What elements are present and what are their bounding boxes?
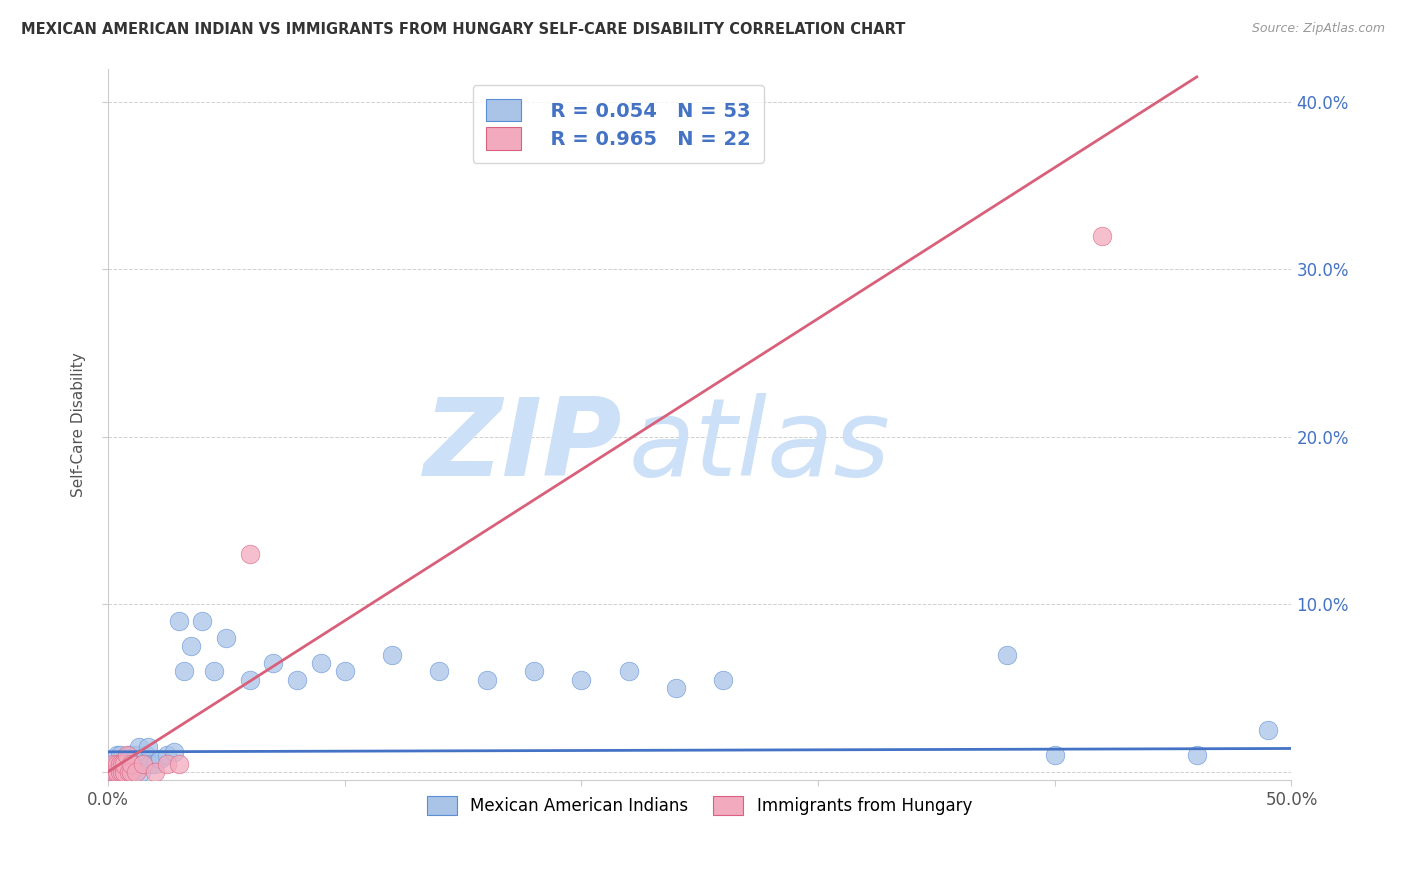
Point xyxy=(101,764,124,779)
Point xyxy=(263,656,285,670)
Text: atlas: atlas xyxy=(628,393,890,499)
Point xyxy=(285,673,308,687)
Point xyxy=(111,756,134,771)
Point xyxy=(111,764,134,779)
Point xyxy=(167,756,190,771)
Point xyxy=(995,648,1018,662)
Point xyxy=(143,764,166,779)
Point xyxy=(427,665,450,679)
Point xyxy=(108,756,131,771)
Point xyxy=(112,764,135,779)
Point xyxy=(120,764,142,779)
Point xyxy=(180,640,202,654)
Point xyxy=(112,756,135,771)
Point xyxy=(115,756,138,771)
Point xyxy=(112,756,135,771)
Point xyxy=(173,665,195,679)
Point xyxy=(111,764,134,779)
Point xyxy=(122,764,145,779)
Point xyxy=(202,665,225,679)
Point xyxy=(118,764,141,779)
Point xyxy=(191,614,214,628)
Point xyxy=(1043,748,1066,763)
Point xyxy=(333,665,356,679)
Point xyxy=(665,681,688,696)
Point xyxy=(105,764,128,779)
Point xyxy=(1185,748,1208,763)
Point xyxy=(128,739,150,754)
Point xyxy=(711,673,734,687)
Point xyxy=(132,756,155,771)
Point xyxy=(115,764,138,779)
Point xyxy=(156,748,179,763)
Point xyxy=(129,764,152,779)
Point xyxy=(108,764,131,779)
Point xyxy=(104,764,127,779)
Point xyxy=(149,751,172,765)
Point xyxy=(569,673,592,687)
Point xyxy=(108,756,131,771)
Point xyxy=(108,748,131,763)
Legend: Mexican American Indians, Immigrants from Hungary: Mexican American Indians, Immigrants fro… xyxy=(418,786,983,825)
Point xyxy=(105,764,128,779)
Point xyxy=(112,764,135,779)
Point xyxy=(120,756,142,771)
Point xyxy=(1091,229,1114,244)
Point xyxy=(381,648,404,662)
Point xyxy=(104,756,127,771)
Point xyxy=(163,745,186,759)
Point xyxy=(101,756,124,771)
Point xyxy=(239,673,262,687)
Point xyxy=(118,764,141,779)
Point xyxy=(135,748,157,763)
Point xyxy=(115,748,138,763)
Point xyxy=(239,547,262,561)
Point xyxy=(475,673,498,687)
Y-axis label: Self-Care Disability: Self-Care Disability xyxy=(72,352,86,497)
Point xyxy=(125,764,148,779)
Point xyxy=(309,656,332,670)
Text: ZIP: ZIP xyxy=(425,392,623,499)
Point xyxy=(118,748,141,763)
Point xyxy=(136,739,159,754)
Point xyxy=(1257,723,1279,737)
Text: MEXICAN AMERICAN INDIAN VS IMMIGRANTS FROM HUNGARY SELF-CARE DISABILITY CORRELAT: MEXICAN AMERICAN INDIAN VS IMMIGRANTS FR… xyxy=(21,22,905,37)
Point xyxy=(125,756,148,771)
Point xyxy=(139,756,162,771)
Point xyxy=(132,756,155,771)
Point xyxy=(523,665,546,679)
Point xyxy=(167,614,190,628)
Point xyxy=(111,756,134,771)
Point xyxy=(156,756,179,771)
Point xyxy=(617,665,640,679)
Point xyxy=(105,748,128,763)
Point xyxy=(120,748,142,763)
Point xyxy=(105,756,128,771)
Point xyxy=(120,756,142,771)
Point xyxy=(143,756,166,771)
Point xyxy=(108,764,131,779)
Text: Source: ZipAtlas.com: Source: ZipAtlas.com xyxy=(1251,22,1385,36)
Point xyxy=(215,631,238,645)
Point xyxy=(125,748,148,763)
Point xyxy=(101,764,124,779)
